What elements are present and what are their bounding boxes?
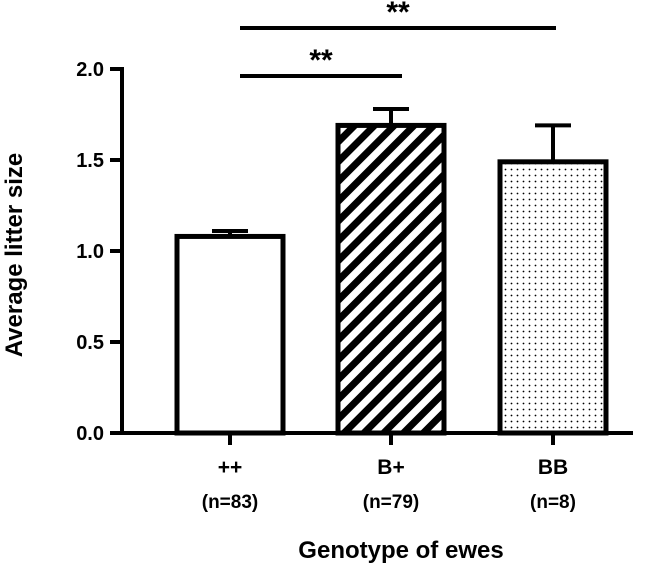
significance-label-2: ** bbox=[386, 0, 410, 29]
sample-size-label-1: (n=83) bbox=[202, 492, 259, 513]
y-axis-title: Average litter size bbox=[1, 153, 28, 358]
x-axis-title: Genotype of ewes bbox=[298, 537, 503, 564]
y-tick-label-2: 0.5 bbox=[76, 332, 104, 354]
bar-2 bbox=[335, 122, 447, 436]
y-tick-label-1: 0.0 bbox=[76, 423, 104, 445]
x-tick-label-3: BB bbox=[538, 456, 568, 479]
significance-label-1: ** bbox=[309, 44, 333, 77]
y-tick-label-3: 1.0 bbox=[76, 241, 104, 263]
bar-3 bbox=[497, 159, 609, 436]
y-tick-label-5: 2.0 bbox=[76, 59, 104, 81]
sample-size-label-3: (n=8) bbox=[530, 492, 576, 513]
y-tick-label-4: 1.5 bbox=[76, 150, 104, 172]
sample-size-label-2: (n=79) bbox=[363, 492, 420, 513]
x-tick-label-1: ++ bbox=[218, 456, 243, 479]
bar-1 bbox=[174, 233, 286, 436]
x-tick-label-2: B+ bbox=[377, 456, 404, 479]
